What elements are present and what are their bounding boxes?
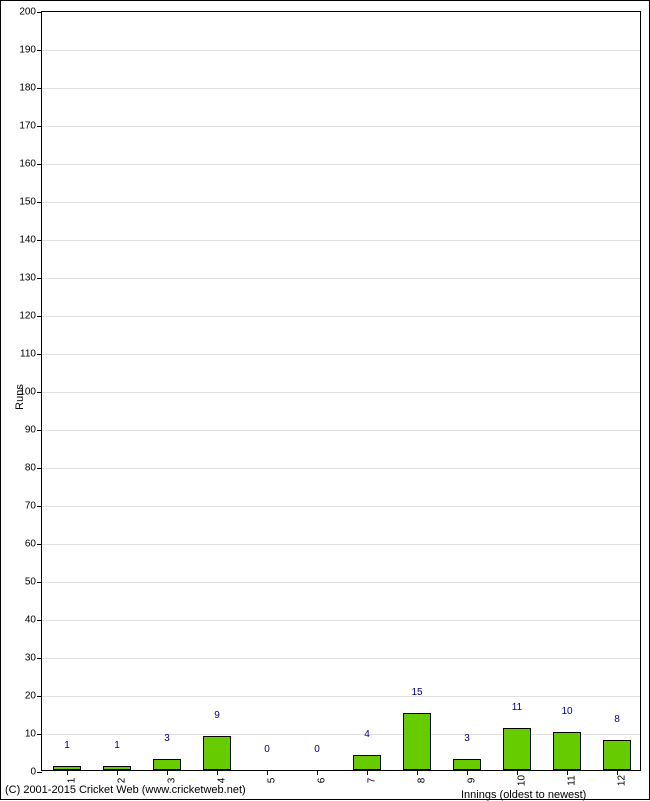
y-axis-title: Runs	[14, 384, 26, 410]
x-tick-mark	[217, 770, 218, 775]
x-tick-label: 9	[457, 778, 478, 784]
y-tick-label: 50	[25, 577, 42, 588]
gridline	[42, 316, 640, 317]
gridline	[42, 50, 640, 51]
x-tick-label: 10	[507, 775, 528, 786]
gridline	[42, 658, 640, 659]
bar	[453, 759, 481, 770]
bar-value-label: 4	[364, 729, 370, 742]
bar	[403, 713, 431, 770]
x-tick-mark	[67, 770, 68, 775]
y-tick-label: 170	[19, 121, 42, 132]
x-tick-label: 8	[407, 778, 428, 784]
copyright-text: (C) 2001-2015 Cricket Web (www.cricketwe…	[5, 784, 246, 796]
bar-value-label: 1	[114, 740, 120, 753]
y-tick-label: 90	[25, 425, 42, 436]
y-tick-label: 20	[25, 691, 42, 702]
y-tick-label: 10	[25, 729, 42, 740]
bar	[53, 766, 81, 770]
x-tick-mark	[417, 770, 418, 775]
y-tick-label: 60	[25, 539, 42, 550]
bar	[153, 759, 181, 770]
gridline	[42, 202, 640, 203]
y-tick-label: 80	[25, 463, 42, 474]
x-tick-mark	[167, 770, 168, 775]
y-tick-label: 180	[19, 83, 42, 94]
gridline	[42, 468, 640, 469]
bar-value-label: 8	[614, 714, 620, 727]
bar	[503, 728, 531, 770]
bar	[553, 732, 581, 770]
x-axis-title: Innings (oldest to newest)	[461, 789, 586, 801]
gridline	[42, 354, 640, 355]
gridline	[42, 88, 640, 89]
gridline	[42, 582, 640, 583]
gridline	[42, 506, 640, 507]
y-tick-label: 0	[30, 767, 42, 778]
x-tick-label: 5	[257, 778, 278, 784]
y-tick-label: 150	[19, 197, 42, 208]
gridline	[42, 430, 640, 431]
gridline	[42, 278, 640, 279]
bar	[103, 766, 131, 770]
y-tick-label: 130	[19, 273, 42, 284]
x-tick-mark	[467, 770, 468, 775]
chart-container: 0102030405060708090100110120130140150160…	[0, 0, 650, 800]
bar	[203, 736, 231, 770]
gridline	[42, 126, 640, 127]
bar	[603, 740, 631, 770]
bar	[353, 755, 381, 770]
gridline	[42, 696, 640, 697]
bar-value-label: 0	[264, 744, 270, 757]
y-tick-label: 200	[19, 7, 42, 18]
y-tick-label: 140	[19, 235, 42, 246]
x-tick-label: 2	[107, 778, 128, 784]
x-tick-mark	[117, 770, 118, 775]
bar-value-label: 3	[464, 733, 470, 746]
x-tick-label: 4	[207, 778, 228, 784]
gridline	[42, 620, 640, 621]
bar-value-label: 11	[512, 702, 522, 715]
y-tick-label: 110	[20, 349, 42, 360]
y-tick-label: 190	[19, 45, 42, 56]
x-tick-mark	[567, 770, 568, 775]
x-tick-label: 3	[157, 778, 178, 784]
y-tick-label: 70	[25, 501, 42, 512]
x-tick-label: 12	[607, 775, 628, 786]
x-tick-label: 1	[57, 778, 78, 784]
bar-value-label: 10	[561, 706, 572, 719]
gridline	[42, 734, 640, 735]
bar-value-label: 0	[314, 744, 320, 757]
y-tick-label: 30	[25, 653, 42, 664]
x-tick-mark	[267, 770, 268, 775]
y-tick-label: 120	[19, 311, 42, 322]
bar-value-label: 9	[214, 710, 220, 723]
gridline	[42, 164, 640, 165]
bar-value-label: 1	[64, 740, 70, 753]
bar-value-label: 15	[411, 687, 422, 700]
gridline	[42, 240, 640, 241]
x-tick-mark	[367, 770, 368, 775]
x-tick-label: 11	[557, 775, 578, 785]
gridline	[42, 392, 640, 393]
plot-area: 0102030405060708090100110120130140150160…	[41, 11, 641, 771]
x-tick-label: 7	[357, 778, 378, 784]
gridline	[42, 544, 640, 545]
y-tick-label: 40	[25, 615, 42, 626]
x-tick-label: 6	[307, 778, 328, 784]
bar-value-label: 3	[164, 733, 170, 746]
y-tick-label: 160	[19, 159, 42, 170]
x-tick-mark	[317, 770, 318, 775]
